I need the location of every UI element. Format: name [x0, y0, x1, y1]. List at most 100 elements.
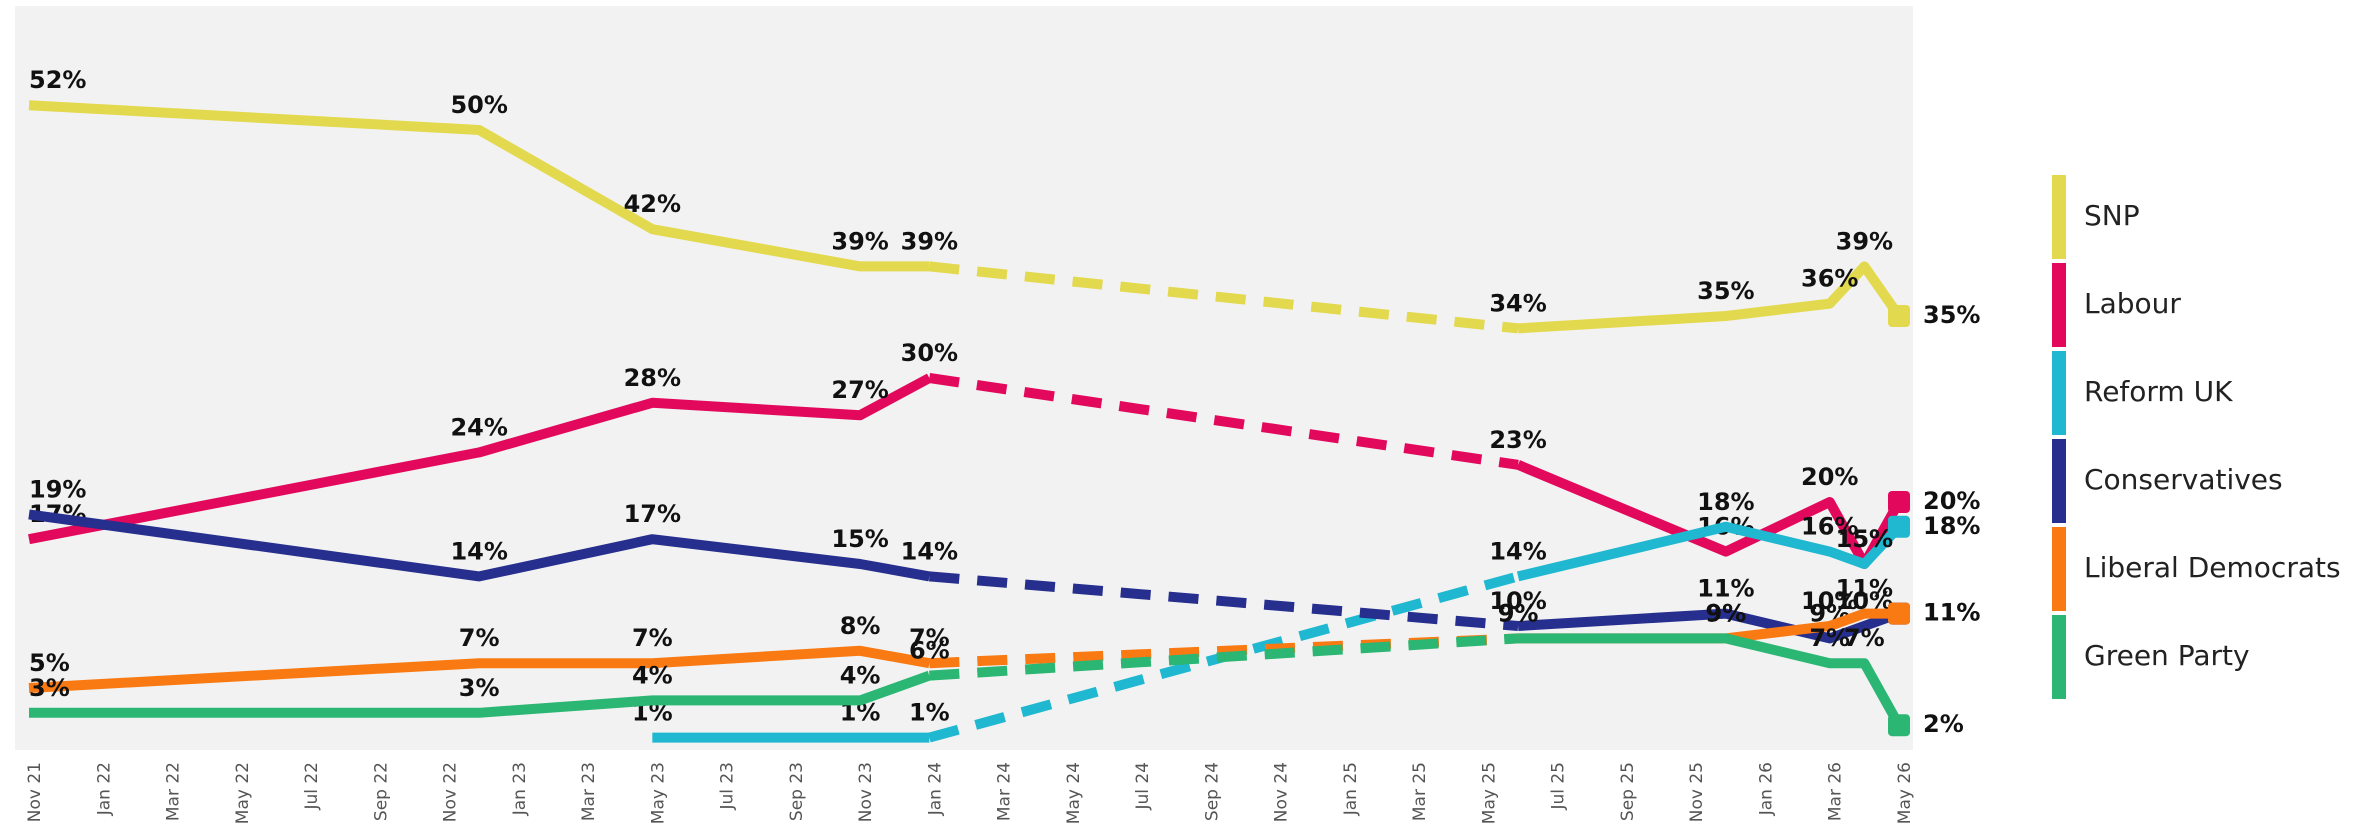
value-label: 18%: [1923, 512, 1980, 540]
value-label: 20%: [1801, 463, 1858, 491]
value-label: 42%: [624, 190, 681, 218]
x-tick-label: May 24: [1064, 762, 1084, 824]
value-label: 35%: [1923, 301, 1980, 329]
value-label: 11%: [1697, 575, 1754, 603]
x-tick-label: Mar 23: [579, 762, 599, 821]
x-tick-label: Jul 22: [302, 762, 322, 811]
x-tick-label: Sep 23: [787, 762, 807, 821]
value-label: 14%: [450, 537, 507, 565]
value-label: 23%: [1489, 426, 1546, 454]
value-label: 4%: [840, 661, 881, 689]
value-label: 35%: [1697, 277, 1754, 305]
series-line: [1516, 460, 1904, 569]
value-label: 10%: [1801, 587, 1858, 615]
x-tick-label: May 25: [1479, 762, 1499, 824]
end-marker: [1888, 714, 1910, 737]
value-label: 15%: [1836, 525, 1893, 553]
value-label: 6%: [909, 637, 950, 665]
x-tick-label: May 23: [648, 762, 668, 824]
value-label: 11%: [1836, 575, 1893, 603]
value-label: 9%: [1705, 599, 1746, 627]
x-tick-label: Mar 24: [995, 762, 1015, 821]
value-label: 10%: [1489, 587, 1546, 615]
end-marker: [1888, 305, 1910, 327]
value-label: 30%: [901, 339, 958, 367]
x-tick-label: Jan 26: [1756, 762, 1776, 816]
value-label: 11%: [1923, 599, 1980, 627]
value-label: 1%: [909, 699, 950, 727]
x-tick-label: Jul 23: [718, 762, 738, 811]
end-marker: [1888, 515, 1910, 538]
value-label: 3%: [459, 674, 500, 702]
legend-swatch: [2052, 527, 2066, 611]
value-label: 19%: [29, 475, 86, 503]
value-label: 9%: [1498, 599, 1539, 627]
legend-swatch: [2052, 439, 2066, 523]
value-label: 8%: [840, 612, 881, 640]
value-label: 14%: [1489, 537, 1546, 565]
x-tick-label: Jul 25: [1549, 762, 1569, 811]
x-tick-label: Jan 25: [1341, 762, 1361, 816]
value-label: 52%: [29, 66, 86, 94]
x-tick-label: Nov 25: [1687, 762, 1707, 822]
legend-swatch: [2052, 263, 2066, 347]
series-line-dashed: [928, 261, 1519, 334]
x-tick-label: Mar 25: [1410, 762, 1430, 821]
legend-label: Conservatives: [2084, 463, 2283, 496]
value-label: 24%: [450, 413, 507, 441]
x-tick-label: Nov 23: [856, 762, 876, 822]
x-tick-label: Sep 22: [371, 762, 391, 821]
x-tick-label: May 26: [1895, 762, 1915, 824]
series-line-dashed: [928, 373, 1519, 470]
legend-label: SNP: [2084, 199, 2140, 232]
x-tick-label: Jan 22: [94, 762, 114, 816]
legend-swatch: [2052, 351, 2066, 435]
value-label: 4%: [632, 661, 673, 689]
value-label: 7%: [909, 624, 950, 652]
legend-label: Green Party: [2084, 639, 2250, 672]
series-line-dashed: [929, 633, 1519, 681]
legend-label: Labour: [2084, 287, 2181, 320]
series-line: [28, 645, 931, 693]
x-tick-label: Mar 22: [164, 762, 184, 821]
end-marker: [1888, 602, 1910, 625]
x-tick-label: Jan 23: [510, 762, 530, 816]
legend-label: Reform UK: [2084, 375, 2233, 408]
x-tick-label: Sep 24: [1202, 762, 1222, 821]
value-label: 28%: [624, 364, 681, 392]
value-label: 17%: [624, 500, 681, 528]
x-tick-label: Nov 22: [441, 762, 461, 822]
series-line: [1518, 633, 1904, 728]
x-tick-label: Jul 24: [1133, 762, 1153, 811]
value-label: 16%: [1801, 513, 1858, 541]
value-label: 36%: [1801, 265, 1858, 293]
value-label: 7%: [1844, 624, 1885, 652]
value-label: 11%: [1923, 599, 1980, 627]
series-line: [28, 100, 930, 272]
value-label: 15%: [831, 525, 888, 553]
value-label: 2%: [1923, 710, 1964, 738]
value-label: 5%: [29, 649, 70, 677]
value-label: 7%: [459, 624, 500, 652]
value-label: 34%: [1489, 289, 1546, 317]
series-line: [1516, 521, 1903, 582]
x-tick-label: May 22: [233, 762, 253, 824]
value-label: 20%: [1923, 487, 1980, 515]
x-tick-label: Nov 24: [1272, 762, 1292, 822]
value-label: 7%: [632, 624, 673, 652]
value-label: 39%: [831, 227, 888, 255]
series-line: [1517, 261, 1904, 334]
series-line: [1517, 608, 1901, 644]
value-label: 50%: [450, 91, 507, 119]
value-label: 14%: [901, 537, 958, 565]
value-label: 7%: [1809, 624, 1850, 652]
legend-swatch: [2052, 615, 2066, 699]
series-line: [29, 670, 932, 718]
value-label: 39%: [901, 227, 958, 255]
legend-label: Liberal Democrats: [2084, 551, 2341, 584]
x-tick-label: Sep 25: [1618, 762, 1638, 821]
value-label: 9%: [1498, 599, 1539, 627]
value-label: 27%: [831, 376, 888, 404]
series-line-dashed: [928, 571, 1519, 631]
